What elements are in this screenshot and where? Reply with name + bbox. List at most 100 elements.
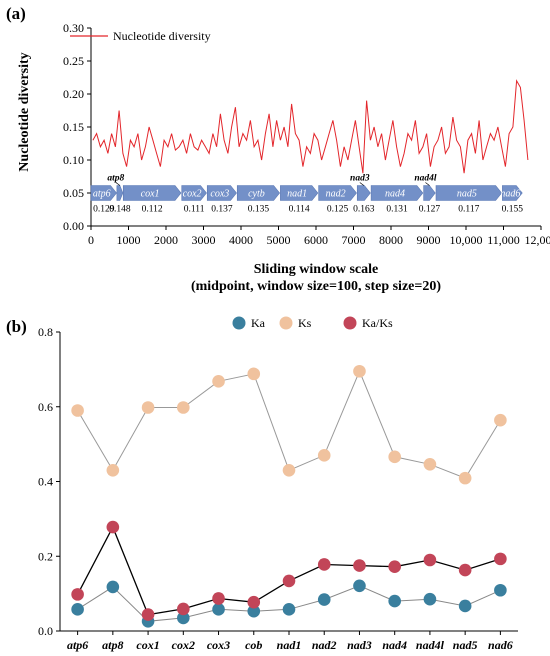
point-2-6 xyxy=(282,574,296,588)
gene-label-nad3: nad3 xyxy=(350,174,370,184)
b-x-tick-label: cox3 xyxy=(207,638,230,652)
gene-label-cox3: cox3 xyxy=(210,189,229,200)
point-2-1 xyxy=(106,520,120,534)
panel-a-label: (a) xyxy=(6,4,26,23)
b-x-tick-label: cob xyxy=(245,638,262,652)
legend-label-0: Ka xyxy=(251,316,266,330)
a-x-tick-label: 9000 xyxy=(417,233,441,247)
legend-marker-0 xyxy=(232,316,246,330)
b-x-tick-label: atp8 xyxy=(102,638,123,652)
gene-pointer xyxy=(115,182,121,186)
gene-pi-cox3: 0.137 xyxy=(211,205,233,215)
gene-pi-nad6: 0.155 xyxy=(502,205,524,215)
gene-arrow-atp8 xyxy=(116,185,124,201)
panel-a-ylabel: Nucleotide diversity xyxy=(17,52,32,171)
b-y-tick-label: 0.0 xyxy=(38,624,53,638)
b-x-tick-label: nad2 xyxy=(312,638,337,652)
legend-a-label: Nucleotide diversity xyxy=(113,29,211,43)
a-y-tick-label: 0.10 xyxy=(63,153,84,167)
point-2-10 xyxy=(423,553,437,567)
gene-pi-nad5: 0.117 xyxy=(458,205,479,215)
b-x-tick-label: nad4 xyxy=(382,638,407,652)
point-0-0 xyxy=(71,603,84,616)
point-1-9 xyxy=(388,450,401,464)
gene-label-nad6: nad6 xyxy=(500,189,520,200)
legend-marker-2 xyxy=(343,316,357,330)
point-1-1 xyxy=(106,463,120,477)
a-y-tick-label: 0.00 xyxy=(63,219,84,233)
gene-arrow-nad2 xyxy=(318,185,357,201)
gene-pi-nad4: 0.131 xyxy=(386,205,408,215)
b-x-tick-label: nad1 xyxy=(277,638,302,652)
point-1-5 xyxy=(247,367,261,381)
a-x-tick-label: 10,000 xyxy=(450,233,483,247)
gene-pi-cytb: 0.135 xyxy=(248,205,270,215)
gene-label-nad1: nad1 xyxy=(287,189,307,200)
a-x-tick-label: 3000 xyxy=(192,233,216,247)
point-2-11 xyxy=(458,563,472,577)
point-0-9 xyxy=(388,594,401,608)
point-1-2 xyxy=(141,401,155,414)
gene-pi-nad3: 0.163 xyxy=(353,205,375,215)
point-1-10 xyxy=(423,458,437,471)
gene-arrow-atp6 xyxy=(90,185,117,201)
gene-label-nad5: nad5 xyxy=(457,189,477,200)
point-0-3 xyxy=(177,611,190,625)
a-x-tick-label: 2000 xyxy=(154,233,178,247)
a-x-tick-label: 4000 xyxy=(229,233,253,247)
legend-label-2: Ka/Ks xyxy=(362,316,393,330)
point-1-7 xyxy=(317,449,331,462)
point-0-6 xyxy=(282,603,296,616)
point-1-4 xyxy=(212,375,225,388)
a-y-tick-label: 0.15 xyxy=(63,120,84,134)
legend-label-1: Ks xyxy=(298,316,312,330)
gene-arrow-nad5 xyxy=(435,185,503,201)
panel-b-legend: Ka Ks Ka/Ks xyxy=(232,316,393,330)
gene-arrow-nad3 xyxy=(356,185,371,201)
gene-arrow-cytb xyxy=(236,185,281,201)
point-0-11 xyxy=(458,599,472,613)
gene-pointer xyxy=(359,182,365,186)
a-x-tick-label: 6000 xyxy=(304,233,328,247)
gene-arrow-cox3 xyxy=(206,185,237,201)
gene-pi-nad4l: 0.127 xyxy=(419,205,441,215)
point-2-12 xyxy=(494,552,507,566)
gene-label-nad2: nad2 xyxy=(326,189,346,200)
point-1-6 xyxy=(282,463,296,477)
panel-a-xlabel: Sliding window scale xyxy=(254,262,378,277)
gene-pi-cox1: 0.112 xyxy=(142,205,163,215)
panel-a-xlabel-sub: (midpoint, window size=100, step size=20… xyxy=(191,279,441,294)
b-x-tick-label: nad4l xyxy=(416,638,445,652)
point-0-4 xyxy=(212,603,225,616)
gene-arrow-cox2 xyxy=(181,185,207,201)
b-x-tick-label: cox1 xyxy=(136,638,159,652)
point-1-0 xyxy=(71,404,84,417)
a-y-tick-label: 0.20 xyxy=(63,87,84,101)
point-0-7 xyxy=(317,593,331,606)
gene-label-cox1: cox1 xyxy=(141,189,160,200)
panel-b-axes: 0.0 0.2 0.4 0.6 0.8 atp6 atp8 cox1 cox2 cox3 cob na… xyxy=(38,325,518,652)
legend-marker-1 xyxy=(279,316,293,330)
gene-label-nad4l: nad4l xyxy=(414,174,437,184)
point-0-10 xyxy=(423,592,437,606)
b-x-tick-label: nad3 xyxy=(347,638,372,652)
point-2-0 xyxy=(71,588,84,601)
a-x-tick-label: 8000 xyxy=(379,233,403,247)
gene-arrow-nad6 xyxy=(502,185,523,201)
b-y-tick-label: 0.4 xyxy=(38,475,53,489)
a-x-tick-label: 7000 xyxy=(342,233,366,247)
a-x-tick-label: 11,000 xyxy=(487,233,520,247)
b-y-tick-label: 0.2 xyxy=(38,549,53,563)
gene-pi-cox2: 0.111 xyxy=(184,205,205,215)
gene-pi-atp6: 0.129 xyxy=(93,205,115,215)
point-2-2 xyxy=(141,608,155,621)
a-y-tick-label: 0.05 xyxy=(63,186,84,200)
point-2-8 xyxy=(353,559,366,572)
gene-label-nad4: nad4 xyxy=(385,189,405,200)
a-x-tick-label: 0 xyxy=(88,233,94,247)
b-x-tick-label: atp6 xyxy=(67,638,88,652)
gene-pi-nad2: 0.125 xyxy=(327,205,349,215)
a-x-tick-label: 12,000 xyxy=(525,233,550,247)
point-1-12 xyxy=(494,413,507,427)
